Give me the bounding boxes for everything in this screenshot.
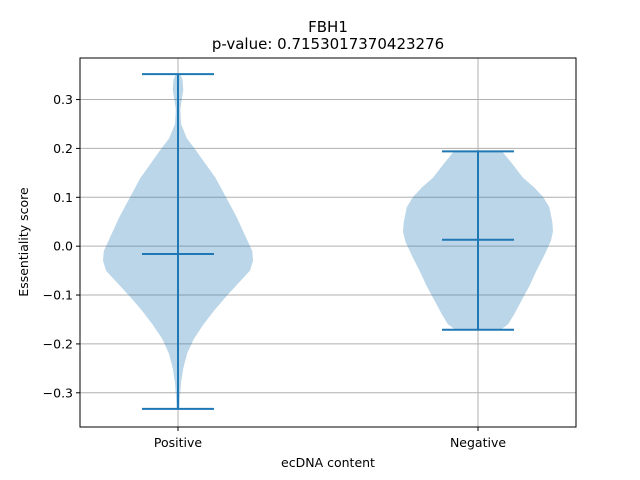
- y-axis-ticks: −0.3 −0.2 −0.1 0.0 0.1 0.2 0.3: [43, 92, 80, 400]
- y-tick-label: −0.3: [43, 385, 73, 400]
- y-tick-label: −0.1: [43, 288, 73, 303]
- y-tick-label: 0.0: [53, 239, 73, 254]
- x-axis-ticks: Positive Negative: [154, 427, 506, 450]
- y-tick-label: 0.1: [53, 190, 73, 205]
- y-tick-label: 0.3: [53, 92, 73, 107]
- x-tick-label: Positive: [154, 435, 202, 450]
- plot-frame: [79, 57, 577, 428]
- violin-bodies: [103, 74, 553, 409]
- y-tick-label: −0.2: [43, 336, 73, 351]
- x-tick-label: Negative: [450, 435, 506, 450]
- y-tick-label: 0.2: [53, 141, 73, 156]
- violin-stat-lines: [142, 73, 514, 410]
- x-axis-label: ecDNA content: [281, 455, 375, 470]
- chart-title: FBH1: [308, 18, 348, 36]
- y-axis-label: Essentiality score: [16, 187, 31, 297]
- chart-subtitle: p-value: 0.7153017370423276: [212, 35, 444, 53]
